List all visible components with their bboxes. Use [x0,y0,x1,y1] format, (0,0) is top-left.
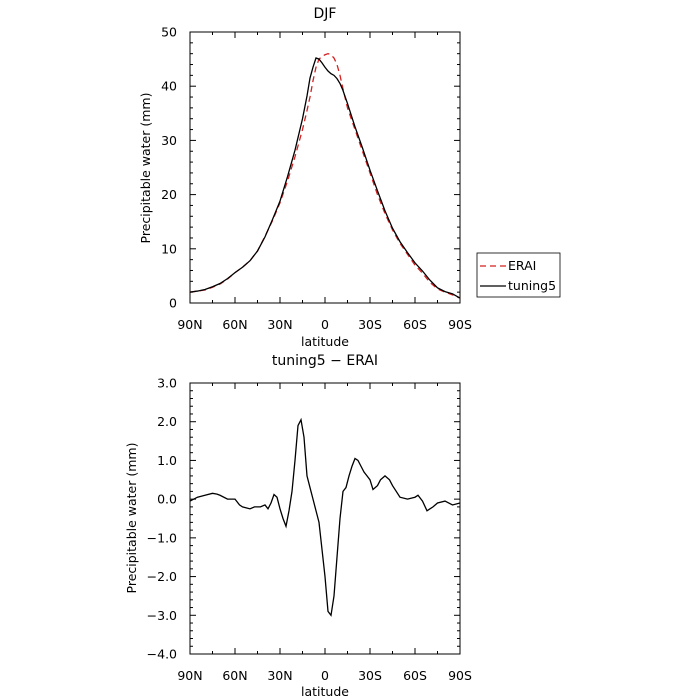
djf-y-tick-label: 10 [161,241,177,256]
difference-y-tick-label: 3.0 [157,376,177,391]
difference-y-tick-label: 0.0 [157,492,177,507]
djf-x-tick-label: 90S [448,317,472,332]
djf-y-axis-title: Precipitable water (mm) [138,93,153,244]
djf-y-tick-label: 50 [161,25,177,40]
legend-erai-label: ERAI [508,258,536,273]
djf-y-tick-label: 20 [161,187,177,202]
erai-series-line [189,52,461,299]
djf-x-ticks [189,32,461,303]
djf-x-tick-label: 0 [321,317,329,332]
difference-plot-frame [189,382,461,655]
djf-x-tick-label: 30N [267,317,292,332]
legend-box [476,252,561,298]
djf-x-axis-title: latitude [301,334,349,349]
difference-y-tick-labels: 3.0 2.0 1.0 0.0 −1.0 −2.0 −3.0 −4.0 [147,376,177,662]
djf-y-tick-label: 0 [169,296,177,311]
difference-title: tuning5 − ERAI [272,353,378,369]
difference-x-axis-title: latitude [301,684,349,699]
difference-y-tick-label: 2.0 [157,414,177,429]
djf-x-tick-label: 60S [403,317,427,332]
djf-panel: DJF 90N 60N 30N 0 30S 60S 90S 0 10 20 30… [138,6,561,349]
difference-panel: tuning5 − ERAI 90N 60N 30N 0 30S 60S 90S… [124,353,472,699]
difference-y-tick-label: −3.0 [147,608,177,623]
djf-x-tick-label: 90N [177,317,202,332]
difference-x-tick-label: 30N [267,668,292,683]
djf-legend: ERAI tuning5 [476,252,561,298]
difference-y-tick-label: 1.0 [157,453,177,468]
difference-x-tick-label: 60N [222,668,247,683]
difference-x-tick-labels: 90N 60N 30N 0 30S 60S 90S [177,668,472,683]
djf-plot-frame [189,31,461,304]
difference-y-tick-label: −2.0 [147,569,177,584]
djf-x-tick-label: 30S [358,317,382,332]
djf-y-tick-labels: 0 10 20 30 40 50 [161,25,177,311]
difference-x-tick-label: 0 [321,668,329,683]
djf-x-tick-label: 60N [222,317,247,332]
djf-title: DJF [314,6,337,22]
difference-x-tick-label: 60S [403,668,427,683]
difference-x-tick-label: 90N [177,668,202,683]
difference-y-ticks [190,382,460,655]
difference-x-tick-label: 30S [358,668,382,683]
legend-tuning5-label: tuning5 [508,278,556,293]
difference-y-axis-title: Precipitable water (mm) [124,443,139,594]
djf-x-tick-labels: 90N 60N 30N 0 30S 60S 90S [177,317,472,332]
difference-x-ticks [189,383,461,654]
difference-y-tick-label: −1.0 [147,530,177,545]
djf-y-tick-label: 30 [161,133,177,148]
djf-y-tick-label: 40 [161,79,177,94]
difference-series-line [189,417,461,617]
djf-y-ticks [190,31,460,304]
tuning5-series-line [189,57,461,299]
difference-y-tick-label: −4.0 [147,647,177,662]
difference-x-tick-label: 90S [448,668,472,683]
